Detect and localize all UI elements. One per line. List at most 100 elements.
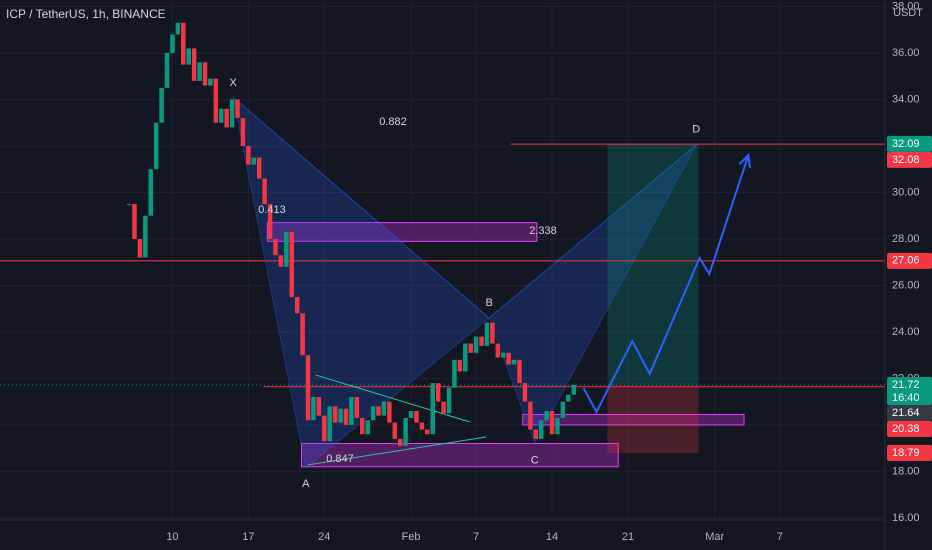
stop-zone <box>607 384 699 454</box>
candle <box>349 397 354 425</box>
candle <box>191 48 197 81</box>
arrow-head <box>738 152 752 169</box>
candle <box>397 438 403 446</box>
price-tag <box>887 404 932 421</box>
zone <box>522 413 745 426</box>
candle <box>452 359 457 388</box>
candle <box>143 215 148 258</box>
candle <box>359 417 365 435</box>
candle <box>267 204 273 239</box>
candle <box>381 401 387 416</box>
x-tick-label: 10 <box>166 531 178 543</box>
candle <box>408 410 414 418</box>
candle <box>517 359 522 384</box>
candle <box>219 108 224 123</box>
candle <box>365 420 370 435</box>
price-tag-label: 32.09 <box>892 138 920 150</box>
price-tag <box>887 376 932 405</box>
trendline <box>307 436 486 466</box>
ratio-label: 0.847 <box>326 453 354 465</box>
candle <box>316 397 322 416</box>
y-tick-label: 16.00 <box>892 512 920 524</box>
candle <box>197 62 202 81</box>
candle <box>484 322 490 346</box>
candle <box>224 108 229 128</box>
candle <box>338 408 343 423</box>
candle <box>246 145 251 165</box>
pattern-point-label: X <box>230 77 238 89</box>
candle <box>332 406 338 423</box>
pattern-point-label: D <box>692 124 700 136</box>
pattern-triangle <box>232 95 490 469</box>
x-tick-label: 24 <box>318 531 330 543</box>
candle <box>468 343 473 353</box>
candle <box>343 408 349 425</box>
zone <box>301 443 619 468</box>
price-tag-label: 20.38 <box>892 423 920 435</box>
trendline <box>315 374 470 423</box>
candle <box>289 231 294 298</box>
y-tick-label: 30.00 <box>892 186 920 198</box>
candle <box>490 322 495 344</box>
candle <box>560 401 566 418</box>
x-tick-label: 14 <box>546 531 558 543</box>
candle <box>419 422 425 430</box>
candle <box>370 406 376 421</box>
candle <box>500 352 506 358</box>
x-tick-label: Feb <box>402 531 421 543</box>
price-tag <box>887 420 932 437</box>
target-zone <box>607 144 699 385</box>
ratio-label: 2.338 <box>529 225 557 237</box>
candle <box>132 204 137 239</box>
price-tag-label: 27.06 <box>892 255 920 267</box>
countdown-label: 16:40 <box>892 392 920 404</box>
y-tick-label: 38.00 <box>892 0 920 12</box>
candle <box>126 204 132 206</box>
candle <box>186 48 191 65</box>
candle <box>506 352 511 365</box>
y-tick-label: 24.00 <box>892 326 920 338</box>
x-tick-label: 17 <box>242 531 254 543</box>
x-tick-label: 7 <box>777 531 783 543</box>
candle <box>300 313 305 356</box>
candle <box>414 410 419 423</box>
candle <box>175 22 181 35</box>
pattern-line <box>232 96 697 319</box>
candle <box>528 401 533 430</box>
candle <box>441 401 446 414</box>
price-tag <box>887 445 932 462</box>
candle <box>376 406 381 416</box>
candle <box>278 255 284 267</box>
pattern-point-label: C <box>531 454 539 466</box>
price-tag <box>887 151 932 168</box>
candle <box>159 87 164 123</box>
candle <box>153 122 159 170</box>
candle <box>522 383 528 402</box>
candle <box>170 34 175 53</box>
x-tick-label: 21 <box>622 531 634 543</box>
projection-path <box>582 154 750 415</box>
candle <box>305 355 311 421</box>
candle <box>208 78 213 86</box>
price-tag-label: 21.64 <box>892 407 920 419</box>
pattern-point-label: A <box>302 478 310 490</box>
candle <box>566 394 571 402</box>
candle <box>479 336 484 346</box>
candle <box>251 157 257 165</box>
price-tag-label: 32.08 <box>892 154 920 166</box>
candle <box>256 157 262 179</box>
y-tick-label: 18.00 <box>892 465 920 477</box>
candle <box>457 359 463 372</box>
candle <box>571 384 576 395</box>
pattern-triangle <box>488 144 697 445</box>
candle <box>235 99 240 119</box>
candle <box>213 78 219 123</box>
candle <box>354 397 360 418</box>
candle <box>555 417 560 435</box>
price-tag <box>887 252 932 269</box>
candle <box>392 422 398 439</box>
currency-label: USDT <box>893 7 923 19</box>
pattern-point-label: B <box>485 297 492 309</box>
candle <box>403 417 408 446</box>
